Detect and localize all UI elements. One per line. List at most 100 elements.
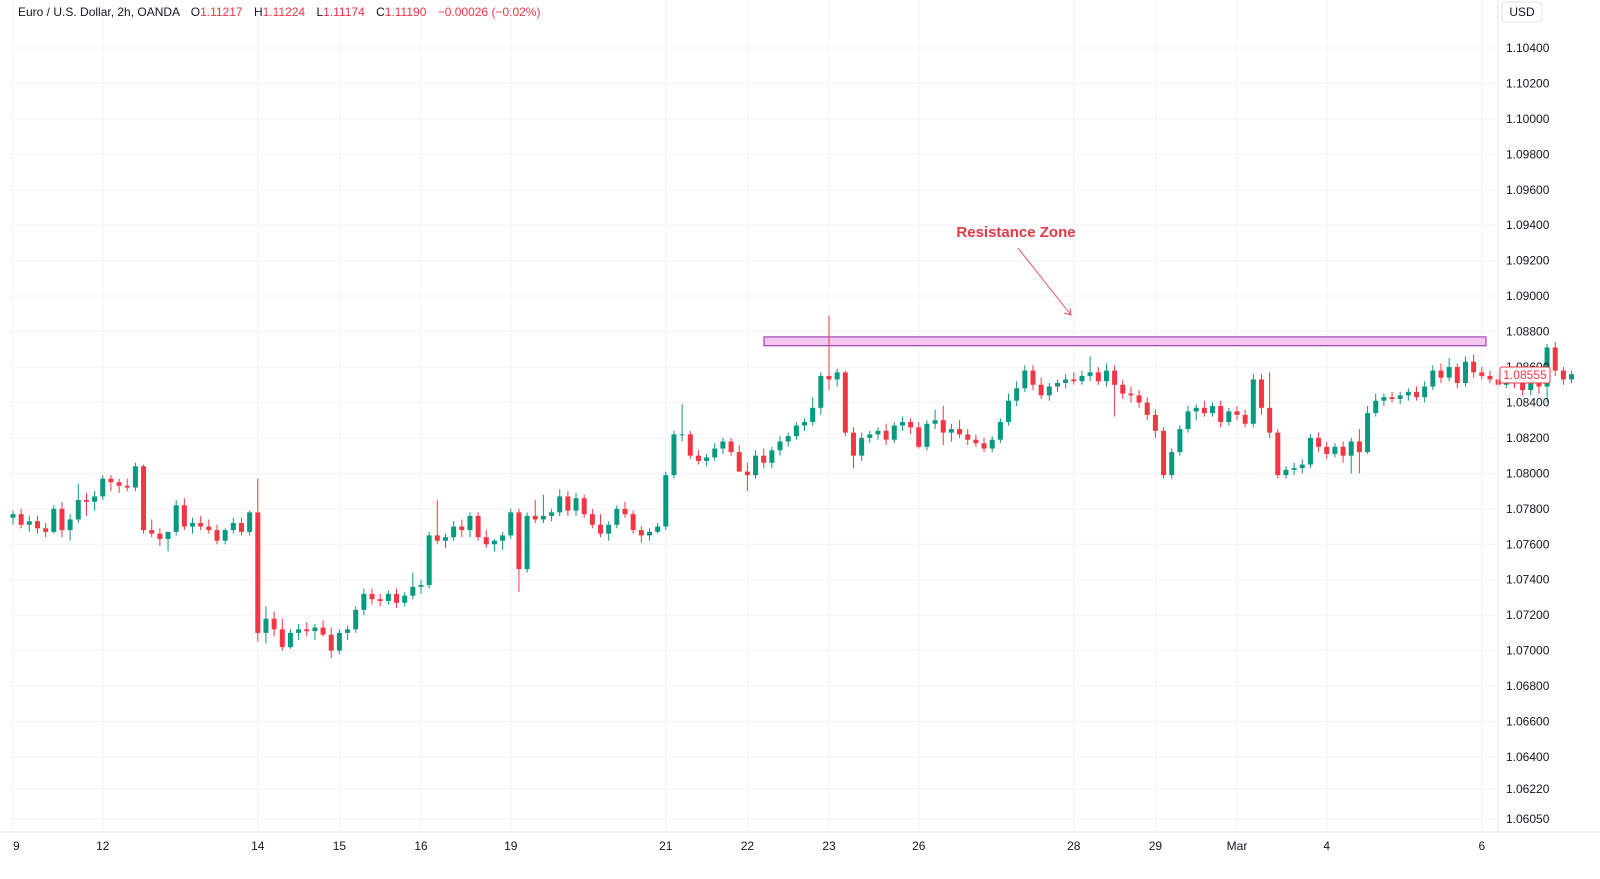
candle: [1348, 437, 1354, 474]
time-axis[interactable]: 9 12 14 15 16 19 21 22 23 26 28 29 Mar 4 6: [13, 839, 1485, 853]
candle-body: [687, 434, 693, 456]
candle: [589, 508, 595, 529]
candle: [500, 531, 506, 550]
candle-body: [116, 482, 122, 486]
candle-body: [1316, 437, 1322, 447]
candle-body: [1071, 379, 1077, 382]
candle-body: [891, 425, 897, 440]
candle: [434, 499, 440, 545]
candle-body: [785, 436, 791, 442]
price-axis[interactable]: 1.10400 1.10200 1.10000 1.09800 1.09600 1.094…: [1506, 41, 1550, 826]
price-tick-label: 1.06600: [1506, 715, 1550, 729]
candle: [1275, 429, 1281, 479]
candle: [532, 499, 538, 524]
candle-body: [1332, 446, 1338, 454]
candle-body: [59, 508, 65, 531]
candle: [263, 606, 269, 644]
currency-badge[interactable]: [1501, 1, 1543, 23]
candle: [1446, 358, 1452, 382]
last-price-badge: [1499, 366, 1551, 384]
candle-body: [190, 523, 196, 527]
candle-body: [1128, 393, 1134, 396]
candle: [679, 404, 685, 442]
candle: [1569, 370, 1575, 383]
candle-body: [1356, 441, 1362, 453]
candle-body: [92, 496, 98, 502]
candle: [720, 437, 726, 454]
candle-body: [581, 498, 587, 515]
candle-body: [1462, 361, 1468, 383]
candle-body: [1030, 370, 1036, 385]
candle: [287, 629, 293, 649]
time-tick-label: 4: [1323, 839, 1330, 853]
candle-body: [1144, 402, 1150, 415]
candle: [92, 491, 98, 511]
candle-body: [451, 526, 457, 538]
time-tick-label: 26: [912, 839, 926, 853]
candle: [1087, 356, 1093, 382]
candle-body: [524, 515, 530, 570]
candle-body: [353, 609, 359, 630]
price-tick-label: 1.08800: [1506, 325, 1550, 339]
candle-body: [606, 524, 612, 534]
candle-body: [263, 618, 269, 633]
candle-body: [712, 448, 718, 458]
candle-body: [516, 512, 522, 570]
candle-body: [1340, 446, 1346, 456]
candle: [1422, 381, 1428, 403]
candle-body: [410, 586, 416, 596]
candle: [1356, 429, 1362, 474]
candle-body: [769, 450, 775, 463]
candle-body: [810, 407, 816, 422]
time-tick-label: Mar: [1227, 839, 1248, 853]
candle: [353, 606, 359, 633]
candle: [1152, 409, 1158, 438]
candle: [655, 523, 661, 534]
candle: [369, 588, 375, 605]
candle: [598, 514, 604, 538]
candle: [614, 505, 620, 529]
candle-body: [181, 505, 187, 527]
candle: [581, 494, 587, 518]
time-tick-label: 21: [659, 839, 673, 853]
candle-body: [924, 423, 930, 447]
price-tick-label: 1.06400: [1506, 750, 1550, 764]
candle-body: [1536, 381, 1542, 387]
candle-body: [1079, 375, 1085, 382]
price-tick-label: 1.09600: [1506, 183, 1550, 197]
candle-body: [500, 535, 506, 541]
candle-body: [287, 632, 293, 648]
candle-body: [965, 434, 971, 440]
candle: [712, 443, 718, 461]
candle-body: [1454, 367, 1460, 383]
candle: [622, 501, 628, 518]
candle: [475, 512, 481, 541]
candle: [165, 531, 171, 552]
candle-body: [51, 508, 57, 532]
resistance-zone[interactable]: [763, 336, 1487, 347]
candle-body: [899, 421, 905, 426]
candle-body: [565, 496, 571, 511]
candle: [51, 505, 57, 534]
candle: [214, 524, 220, 545]
candle-body: [736, 452, 742, 472]
candle: [34, 515, 40, 534]
candles: [10, 315, 1575, 658]
candle-body: [141, 466, 147, 531]
candle-body: [124, 485, 130, 488]
candle-body: [336, 632, 342, 651]
time-tick-label: 23: [822, 839, 836, 853]
price-tick-label: 1.09400: [1506, 218, 1550, 232]
candle-body: [557, 496, 563, 513]
candle: [67, 514, 73, 541]
candle: [859, 432, 865, 461]
candle-body: [247, 512, 253, 532]
price-tick-label: 1.06050: [1506, 812, 1550, 826]
candle: [695, 450, 701, 465]
candle: [377, 593, 383, 607]
candle: [1095, 367, 1101, 385]
candle: [1161, 427, 1167, 479]
time-tick-label: 28: [1067, 839, 1081, 853]
candle: [671, 430, 677, 479]
